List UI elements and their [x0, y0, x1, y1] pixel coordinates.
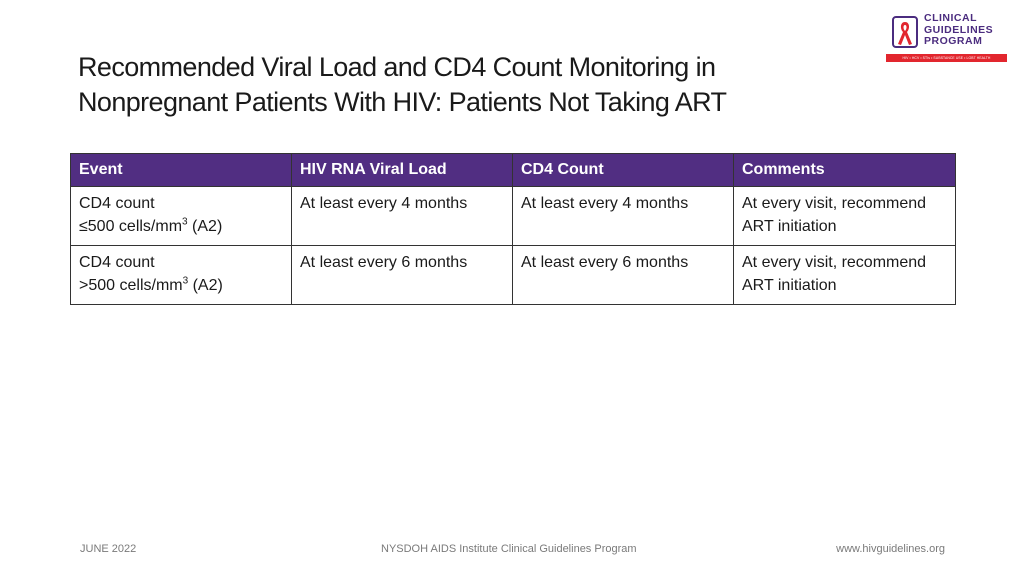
table-header-row: Event HIV RNA Viral Load CD4 Count Comme…: [70, 153, 956, 187]
cell-comments: At every visit, recommend ART initiation: [733, 245, 956, 305]
slide-title-line-1: Recommended Viral Load and CD4 Count Mon…: [78, 52, 716, 82]
cell-viral-load: At least every 6 months: [291, 245, 513, 305]
logo-line-1: CLINICAL: [924, 12, 977, 24]
event-threshold: >500 cells/mm3 (A2): [79, 274, 283, 297]
clinical-guidelines-logo: CLINICAL GUIDELINES PROGRAM HIV • HCV • …: [886, 12, 1010, 64]
event-label: CD4 count: [79, 254, 155, 271]
footer-date: JUNE 2022: [80, 543, 137, 555]
cell-event: CD4 count ≤500 cells/mm3 (A2): [70, 186, 292, 246]
monitoring-table: Event HIV RNA Viral Load CD4 Count Comme…: [70, 153, 956, 305]
logo-tagline: HIV • HCV • STIs • SUBSTANCE USE • LGBT …: [886, 54, 1007, 62]
column-header-cd4-count: CD4 Count: [512, 153, 734, 187]
comments-line-1: At every visit, recommend: [742, 195, 927, 212]
cell-comments: At every visit, recommend ART initiation: [733, 186, 956, 246]
column-header-viral-load: HIV RNA Viral Load: [291, 153, 513, 187]
column-header-comments: Comments: [733, 153, 956, 187]
cell-cd4-count: At least every 4 months: [512, 186, 734, 246]
logo-frame: [892, 16, 918, 48]
comments-line-2: ART initiation: [742, 277, 837, 294]
cell-viral-load: At least every 4 months: [291, 186, 513, 246]
table-row: CD4 count ≤500 cells/mm3 (A2) At least e…: [70, 186, 956, 246]
logo-line-2: GUIDELINES: [924, 23, 994, 36]
event-label: CD4 count: [79, 195, 155, 212]
event-threshold-superscript: 3: [182, 216, 188, 228]
event-rating: (A2): [188, 277, 223, 294]
logo-line-3: PROGRAM: [924, 35, 983, 47]
event-threshold: ≤500 cells/mm3 (A2): [79, 215, 283, 238]
cell-event: CD4 count >500 cells/mm3 (A2): [70, 245, 292, 305]
event-threshold-text: >500 cells/mm: [79, 277, 183, 294]
column-header-event: Event: [70, 153, 292, 187]
comments-line-2: ART initiation: [742, 218, 837, 235]
slide-title-line-2: Nonpregnant Patients With HIV: Patients …: [78, 87, 727, 117]
logo-wordmark: CLINICAL GUIDELINES PROGRAM: [924, 12, 994, 48]
cell-cd4-count: At least every 6 months: [512, 245, 734, 305]
footer-program: NYSDOH AIDS Institute Clinical Guideline…: [381, 543, 637, 555]
event-rating: (A2): [187, 218, 223, 235]
footer-url[interactable]: www.hivguidelines.org: [836, 543, 945, 555]
slide-title: Recommended Viral Load and CD4 Count Mon…: [78, 50, 878, 120]
red-ribbon-icon: [898, 22, 912, 45]
event-threshold-superscript: 3: [182, 275, 189, 287]
comments-line-1: At every visit, recommend: [742, 254, 927, 271]
event-threshold-text: ≤500 cells/mm: [79, 218, 183, 235]
table-row: CD4 count >500 cells/mm3 (A2) At least e…: [70, 245, 956, 305]
